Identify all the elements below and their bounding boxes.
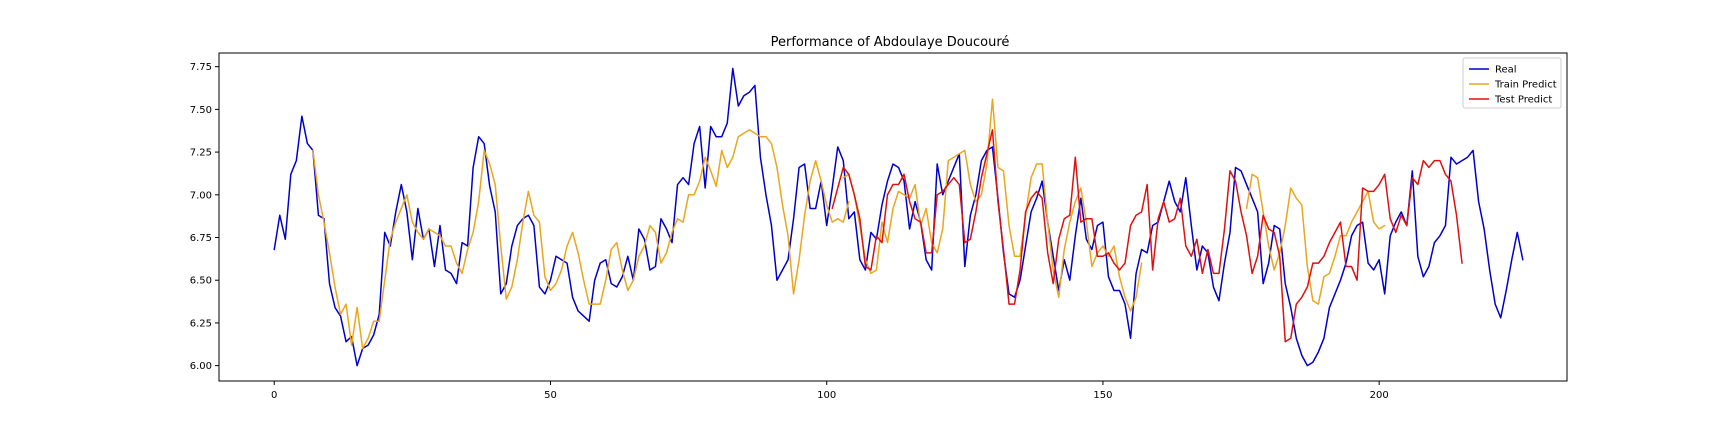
y-tick-label: 6.50 (190, 276, 212, 287)
x-tick-label: 100 (817, 390, 836, 401)
y-tick-label: 7.50 (190, 105, 212, 116)
x-tick-label: 50 (544, 390, 557, 401)
chart-title: Performance of Abdoulaye Doucouré (771, 35, 1010, 50)
legend-box (1462, 57, 1562, 109)
y-tick-label: 6.00 (190, 361, 212, 372)
y-tick-label: 7.75 (190, 62, 212, 73)
y-tick-label: 7.25 (190, 148, 212, 159)
series-line-real-0 (273, 67, 1524, 367)
plot-area (273, 67, 1524, 367)
y-tick-label: 7.00 (190, 190, 212, 201)
y-tick-label: 6.25 (190, 318, 212, 329)
axes: 0 50 100 150 200 6.00 6.25 6.50 6.75 7.00 7.25 7.50… (190, 52, 1568, 401)
legend-label: Test Predict (1494, 95, 1552, 106)
series-line-train-predict-1 (312, 129, 850, 350)
series-line-test-predict-4 (831, 129, 1463, 343)
x-tick-label: 0 (271, 390, 277, 401)
series-line-train-predict-2 (842, 98, 1143, 312)
legend: Real Train Predict Test Predict (1462, 57, 1562, 109)
x-tick-label: 150 (1093, 390, 1112, 401)
legend-label: Real (1495, 65, 1517, 76)
legend-label: Train Predict (1494, 80, 1557, 91)
x-tick-label: 200 (1370, 390, 1389, 401)
axes-frame (218, 52, 1568, 382)
y-tick-label: 6.75 (190, 233, 212, 244)
